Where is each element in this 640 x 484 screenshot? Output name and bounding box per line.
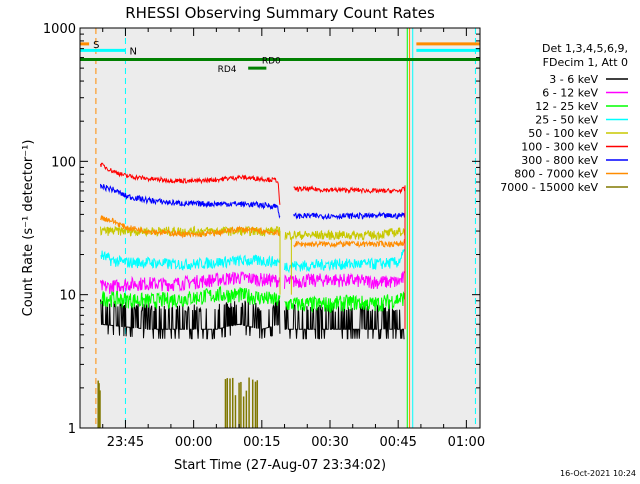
- series-line-5-1: [293, 185, 406, 195]
- state-label-RD4: RD4: [218, 65, 237, 75]
- legend-label-4: 50 - 100 keV: [528, 127, 598, 140]
- series-line-3-0: [100, 250, 281, 271]
- legend-label-5: 100 - 300 keV: [521, 141, 598, 154]
- chart-title: RHESSI Observing Summary Count Rates: [125, 4, 435, 22]
- x-tick-label-3: 00:30: [311, 435, 348, 450]
- legend-label-8: 7000 - 15000 keV: [500, 181, 598, 194]
- event-bar-label-N: N: [129, 46, 136, 57]
- plot-background: [80, 28, 480, 428]
- y-tick-label-2: 100: [51, 155, 76, 170]
- x-tick-label-2: 00:15: [243, 435, 280, 450]
- x-tick-label-5: 01:00: [448, 435, 485, 450]
- series-line-2-1: [284, 291, 405, 313]
- plot-frame: [79, 27, 481, 429]
- x-tick-label-4: 00:45: [379, 435, 416, 450]
- x-tick-label-1: 00:00: [175, 435, 212, 450]
- x-axis-label: Start Time (27-Aug-07 23:34:02): [174, 458, 386, 473]
- legend-header-1: FDecim 1, Att 0: [543, 56, 628, 69]
- series-line-3-1: [284, 249, 405, 274]
- footer-date: 16-Oct-2021 10:24: [560, 469, 636, 478]
- series-line-0-0: [100, 299, 281, 340]
- series-line-4-0: [100, 225, 281, 238]
- series-line-1-1: [284, 270, 405, 290]
- legend-header-0: Det 1,3,4,5,6,9,: [542, 42, 628, 55]
- legend-label-7: 800 - 7000 keV: [514, 168, 598, 181]
- state-label-RD0: RD0: [262, 57, 281, 67]
- series-line-6-0: [100, 183, 281, 219]
- series-line-7-0: [100, 215, 281, 239]
- y-tick-label-0: 1: [68, 422, 76, 437]
- y-axis-label: Count Rate (s⁻¹ detector⁻¹): [21, 140, 36, 317]
- series-line-6-1: [293, 211, 406, 221]
- series-line-4-1: [284, 227, 405, 241]
- series-line-2-0: [100, 285, 281, 310]
- y-tick-label-3: 1000: [43, 22, 76, 37]
- series-line-1-0: [100, 271, 281, 294]
- legend-label-3: 25 - 50 keV: [535, 114, 598, 127]
- x-tick-label-0: 23:45: [107, 435, 144, 450]
- legend-label-1: 6 - 12 keV: [542, 87, 598, 100]
- legend-label-2: 12 - 25 keV: [535, 100, 598, 113]
- series-line-7-1: [293, 239, 406, 249]
- y-tick-label-1: 10: [59, 289, 76, 304]
- legend-label-6: 300 - 800 keV: [521, 154, 598, 167]
- event-bar-label-S: S: [93, 40, 99, 51]
- series-line-5-0: [100, 162, 281, 205]
- legend-label-0: 3 - 6 keV: [549, 73, 598, 86]
